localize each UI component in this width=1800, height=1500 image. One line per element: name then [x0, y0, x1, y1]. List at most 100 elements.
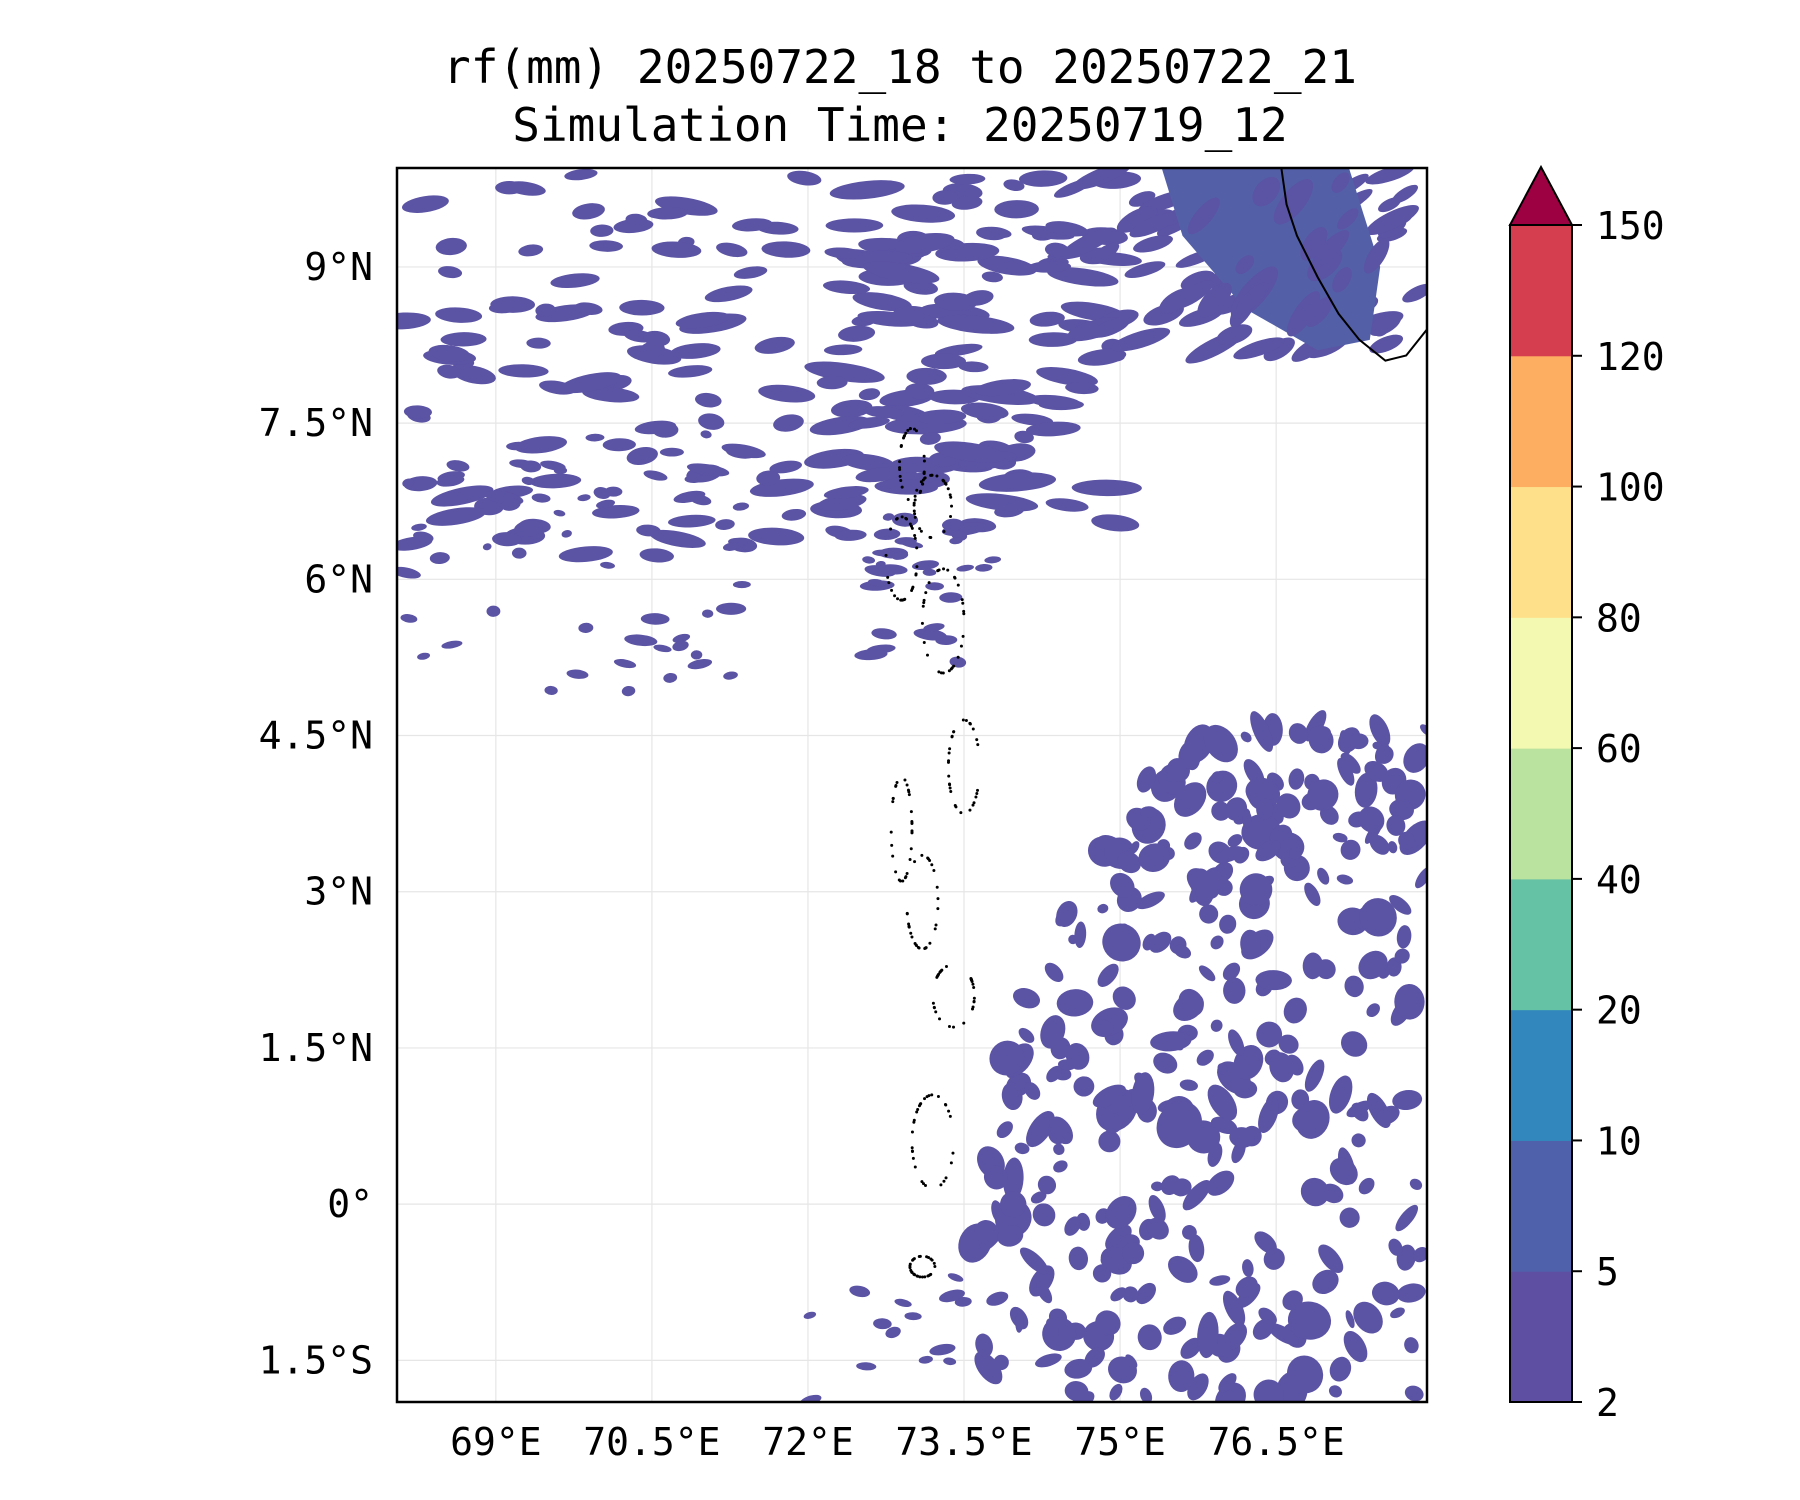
island-dot — [909, 931, 913, 935]
island-dot — [898, 460, 902, 464]
island-dot — [890, 588, 894, 592]
rain-cell — [975, 564, 993, 572]
rain-cell — [1288, 723, 1309, 744]
island-dot — [946, 487, 950, 491]
rain-cell — [1136, 891, 1165, 910]
island-dot — [908, 858, 912, 862]
island-dot — [905, 912, 909, 916]
rain-cell — [1389, 799, 1414, 821]
rain-cell — [1386, 815, 1406, 836]
rain-cell — [1240, 929, 1262, 959]
island-dot — [891, 796, 895, 800]
rain-cell — [1316, 959, 1336, 980]
island-dot — [970, 978, 974, 982]
island-dot — [908, 522, 912, 526]
island-dot — [899, 479, 903, 483]
rain-cell — [1339, 1207, 1360, 1228]
y-tick-label: 9°N — [304, 245, 373, 289]
rain-cell — [1108, 1356, 1137, 1384]
island-dot — [971, 982, 975, 986]
island-dot — [953, 576, 957, 580]
island-dot — [927, 581, 931, 585]
rain-cell — [437, 364, 461, 379]
rain-cell — [1124, 261, 1166, 279]
island-dot — [929, 535, 933, 539]
rain-cell — [1343, 1330, 1368, 1363]
island-dot — [971, 803, 975, 807]
island-dot — [920, 1275, 924, 1279]
rain-cell — [732, 581, 751, 589]
rain-cell — [686, 463, 730, 477]
island-dot — [950, 504, 954, 508]
island-dot — [918, 527, 922, 531]
rain-cell — [1150, 1031, 1192, 1052]
rain-cell — [731, 218, 773, 232]
rain-cell — [981, 271, 1003, 283]
colorbar-tick-label: 10 — [1596, 1119, 1642, 1163]
island-dot — [956, 655, 960, 659]
rain-cell — [1179, 1079, 1198, 1091]
rain-cell — [943, 1357, 957, 1366]
island-dot — [975, 738, 979, 742]
island-dot — [912, 1257, 916, 1261]
rain-cell — [578, 622, 594, 633]
island-dot — [930, 1258, 934, 1262]
rain-cell — [1283, 997, 1307, 1024]
island-dot — [907, 922, 911, 926]
island-dot — [934, 1010, 938, 1014]
rain-cell — [1090, 317, 1130, 338]
island-dot — [936, 1095, 940, 1099]
rain-cell — [1372, 741, 1382, 750]
rain-cell — [1240, 731, 1252, 743]
island-dot — [916, 945, 920, 949]
rain-cell — [1345, 1310, 1355, 1329]
rain-cell — [672, 633, 691, 643]
rain-cell — [915, 409, 967, 425]
rain-cell — [1344, 975, 1364, 998]
rain-cell — [1239, 873, 1273, 906]
rain-cell — [920, 353, 967, 370]
rain-cell — [1209, 1275, 1231, 1286]
island-dot — [936, 569, 940, 573]
island-dot — [889, 527, 893, 531]
island-dot — [949, 1161, 953, 1165]
rain-cell — [854, 649, 888, 661]
rain-cell — [756, 470, 781, 486]
island-dot — [950, 734, 954, 738]
rain-cell — [1060, 227, 1117, 259]
rain-cell — [1390, 1307, 1405, 1319]
rain-cell — [715, 602, 747, 615]
rain-cell — [1255, 970, 1292, 991]
island-dot — [907, 793, 911, 797]
rain-cell — [1364, 761, 1389, 782]
island-dot — [964, 718, 968, 722]
rain-cell — [619, 299, 665, 316]
island-dot — [948, 783, 952, 787]
y-tick-label: 6°N — [304, 557, 373, 601]
island-dot — [913, 515, 917, 519]
island-dot — [899, 444, 903, 448]
rain-cell — [773, 414, 804, 432]
rain-cell — [977, 255, 1037, 276]
rain-cell — [559, 372, 622, 394]
rain-cell — [960, 402, 1009, 420]
rain-cell — [1354, 772, 1378, 808]
rain-cell — [838, 325, 876, 342]
rain-cell — [440, 332, 487, 347]
rain-cell — [446, 460, 470, 472]
rain-cell — [1210, 1116, 1238, 1135]
rain-cell — [535, 303, 556, 317]
island-dot — [933, 927, 937, 931]
rain-cell — [1366, 1003, 1380, 1018]
island-dot — [911, 1156, 915, 1160]
rain-cell — [403, 405, 432, 419]
colorbar-tick-label: 40 — [1596, 858, 1642, 902]
rain-cell — [1332, 267, 1352, 293]
rain-cell — [974, 379, 1031, 397]
island-dot — [947, 1109, 951, 1113]
rain-cell — [824, 247, 863, 259]
rain-cell — [867, 578, 886, 587]
rain-cell — [862, 556, 876, 564]
island-dot — [914, 429, 918, 433]
